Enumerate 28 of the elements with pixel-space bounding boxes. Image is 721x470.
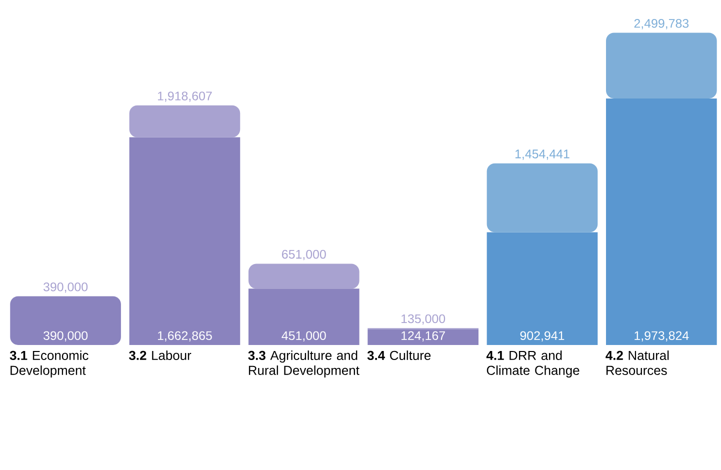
bar xyxy=(10,296,121,345)
bar xyxy=(129,105,240,138)
x-tick-label: 3.1 Economic Development xyxy=(10,350,88,378)
data-label: 1,662,865 xyxy=(158,331,212,342)
bar xyxy=(368,329,478,345)
data-label: 390,000 xyxy=(44,331,88,342)
bar xyxy=(248,264,360,289)
bar xyxy=(606,32,717,98)
bar xyxy=(248,288,360,345)
total-label: 390,000 xyxy=(44,282,88,293)
bar xyxy=(129,137,240,345)
total-label: 651,000 xyxy=(282,250,326,260)
data-label: 902,941 xyxy=(520,331,564,342)
data-label: 451,000 xyxy=(282,331,326,342)
x-tick-label: 3.2 Labour xyxy=(129,350,192,360)
x-tick-label: 3.3 Agriculture and Rural Development xyxy=(248,350,360,378)
total-label: 135,000 xyxy=(402,314,446,325)
bar xyxy=(606,98,717,345)
total-label: 1,918,607 xyxy=(158,92,212,102)
data-label: 1,973,824 xyxy=(634,331,689,342)
total-label: 2,499,783 xyxy=(634,18,689,30)
x-tick-label: 4.1 DRR and Climate Change xyxy=(486,350,580,378)
x-tick-label: 3.4 Culture xyxy=(367,350,431,360)
bar xyxy=(486,163,598,232)
total-label: 1,454,441 xyxy=(515,150,570,160)
x-tick-label: 4.2 Natural Resources xyxy=(606,350,669,375)
bar xyxy=(486,232,598,345)
data-label: 124,167 xyxy=(402,331,445,342)
